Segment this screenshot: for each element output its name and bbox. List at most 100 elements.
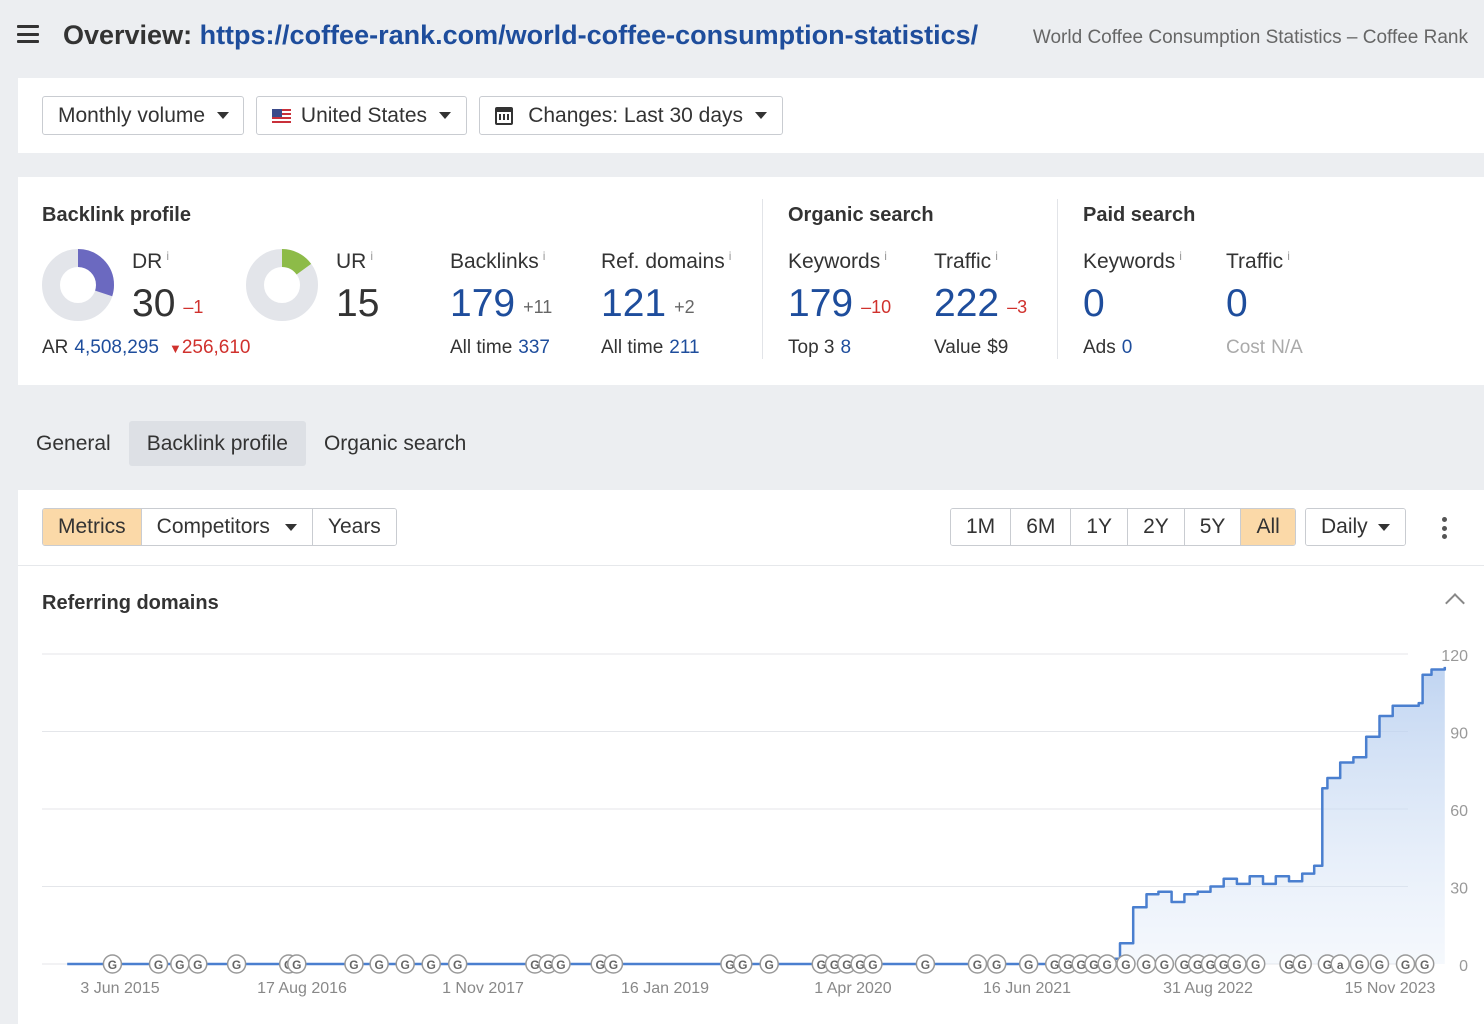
chart-title: Referring domains <box>42 592 219 614</box>
organic-traffic-value-number[interactable]: 222 <box>934 282 1000 325</box>
down-triangle-icon: ▼ <box>168 341 182 356</box>
collapse-chevron-icon[interactable] <box>1445 593 1465 613</box>
event-marker: G <box>732 954 753 974</box>
range-1y-button[interactable]: 1Y <box>1071 509 1129 545</box>
x-tick-label: 16 Jan 2019 <box>621 980 709 997</box>
organic-keywords-label: Keywords i <box>788 249 887 274</box>
backlinks-change: +11 <box>523 297 553 317</box>
overview-url-link[interactable]: https://coffee-rank.com/world-coffee-con… <box>199 20 979 50</box>
event-marker: a <box>1330 954 1350 974</box>
interval-dropdown-button[interactable]: Daily <box>1306 509 1405 545</box>
range-5y-button[interactable]: 5Y <box>1184 509 1242 545</box>
event-marker-circle <box>1292 954 1312 974</box>
info-icon[interactable]: i <box>995 249 998 263</box>
event-marker: G <box>759 954 779 974</box>
tab-general[interactable]: General <box>36 431 111 455</box>
ar-value[interactable]: 4,508,295 <box>74 337 159 358</box>
event-marker: G <box>287 954 307 974</box>
competitors-dropdown[interactable]: Competitors <box>141 509 313 545</box>
caret-down-icon <box>284 523 297 531</box>
event-marker-label: G <box>1355 958 1364 972</box>
paid-keywords-label-text: Keywords <box>1083 250 1176 273</box>
years-button[interactable]: Years <box>312 509 396 545</box>
info-icon[interactable]: i <box>166 249 170 263</box>
x-tick-label: 1 Nov 2017 <box>442 980 524 997</box>
paid-ads-value[interactable]: 0 <box>1121 337 1133 358</box>
ar-row: AR 4,508,295 ▼256,610 <box>42 337 251 359</box>
chart-area-layer <box>67 666 1447 966</box>
metrics-panel: Backlink profile DR i 30 –1 AR 4,508,295 ▼25… <box>18 177 1484 385</box>
x-tick-label: 3 Jun 2015 <box>80 980 159 997</box>
event-marker-label: G <box>1193 958 1202 972</box>
range-2y-button[interactable]: 2Y <box>1128 509 1185 545</box>
organic-traffic-value: 222 –3 <box>934 282 1027 326</box>
page-title: World Coffee Consumption Statistics – Co… <box>1032 27 1468 48</box>
info-icon[interactable]: i <box>728 249 732 263</box>
organic-value-label: Value <box>934 337 982 358</box>
info-icon[interactable]: i <box>542 249 546 263</box>
caret-down-icon <box>755 112 767 119</box>
event-marker-label: G <box>401 958 410 972</box>
ar-change-value: 256,610 <box>181 337 251 358</box>
event-marker-label: G <box>530 958 539 972</box>
event-marker-circle <box>1245 954 1266 974</box>
event-marker-label: G <box>1024 958 1033 972</box>
ar-change: ▼256,610 <box>169 337 251 358</box>
event-marker-circle <box>369 954 389 974</box>
backlinks-all-time-value[interactable]: 337 <box>518 337 550 358</box>
event-marker: G <box>1349 954 1370 974</box>
ur-value: 15 <box>336 282 380 325</box>
metrics-button[interactable]: Metrics <box>43 509 142 545</box>
country-dropdown[interactable]: United States <box>256 96 467 135</box>
organic-keywords-value-number[interactable]: 179 <box>788 282 854 325</box>
event-marker: G <box>344 954 364 974</box>
organic-top3-value[interactable]: 8 <box>840 337 852 358</box>
volume-dropdown[interactable]: Monthly volume <box>42 96 244 135</box>
event-marker-circle <box>1395 954 1416 974</box>
info-icon[interactable]: i <box>1179 249 1182 263</box>
dr-donut-fill <box>42 249 114 321</box>
paid-traffic-value[interactable]: 0 <box>1226 282 1248 325</box>
ref-domains-all-time: All time 211 <box>601 337 700 359</box>
event-marker-circle <box>344 954 364 974</box>
interval-dropdown[interactable]: Daily <box>1305 508 1406 546</box>
event-marker-label: G <box>1121 958 1130 972</box>
event-marker-circle <box>551 954 571 974</box>
changes-dropdown[interactable]: Changes: Last 30 days <box>479 96 783 135</box>
event-marker: G <box>421 954 441 974</box>
event-marker-label: G <box>374 958 383 972</box>
event-marker-circle <box>759 954 779 974</box>
info-icon[interactable]: i <box>370 249 374 263</box>
event-marker-label: G <box>738 958 747 972</box>
info-icon[interactable]: i <box>1287 249 1290 263</box>
hamburger-menu-icon[interactable] <box>17 25 39 43</box>
event-marker-label: G <box>1420 958 1429 972</box>
event-marker-circle <box>188 954 208 974</box>
event-marker-circle <box>732 954 753 974</box>
tab-backlink-profile[interactable]: Backlink profile <box>128 421 306 466</box>
backlinks-all-time: All time 337 <box>450 337 550 359</box>
paid-cost-label: Cost <box>1226 337 1266 358</box>
paid-keywords-value[interactable]: 0 <box>1083 282 1105 325</box>
event-marker-circle <box>395 954 415 974</box>
event-marker-circle <box>603 954 624 974</box>
range-1m-button[interactable]: 1M <box>951 509 1012 545</box>
event-marker-label: G <box>1232 958 1241 972</box>
changes-dropdown-label: Changes: Last 30 days <box>528 103 743 127</box>
event-marker-label: G <box>1063 958 1072 972</box>
event-marker: G <box>1414 954 1435 974</box>
event-marker-circle <box>1414 954 1435 974</box>
ref-domains-all-time-value[interactable]: 211 <box>669 337 700 358</box>
backlinks-value-number[interactable]: 179 <box>450 282 516 325</box>
event-marker-label: G <box>556 958 565 972</box>
info-icon[interactable]: i <box>884 249 887 263</box>
range-all-button[interactable]: All <box>1241 509 1295 545</box>
event-marker-circle <box>1116 954 1136 974</box>
tab-organic-search[interactable]: Organic search <box>323 431 467 455</box>
range-6m-button[interactable]: 6M <box>1011 509 1072 545</box>
more-options-icon[interactable] <box>1440 517 1448 539</box>
event-marker-circle <box>986 954 1007 974</box>
event-marker: G <box>1279 954 1299 974</box>
organic-traffic-value-row: Value $9 <box>934 337 1008 359</box>
ref-domains-value-number[interactable]: 121 <box>601 282 667 325</box>
